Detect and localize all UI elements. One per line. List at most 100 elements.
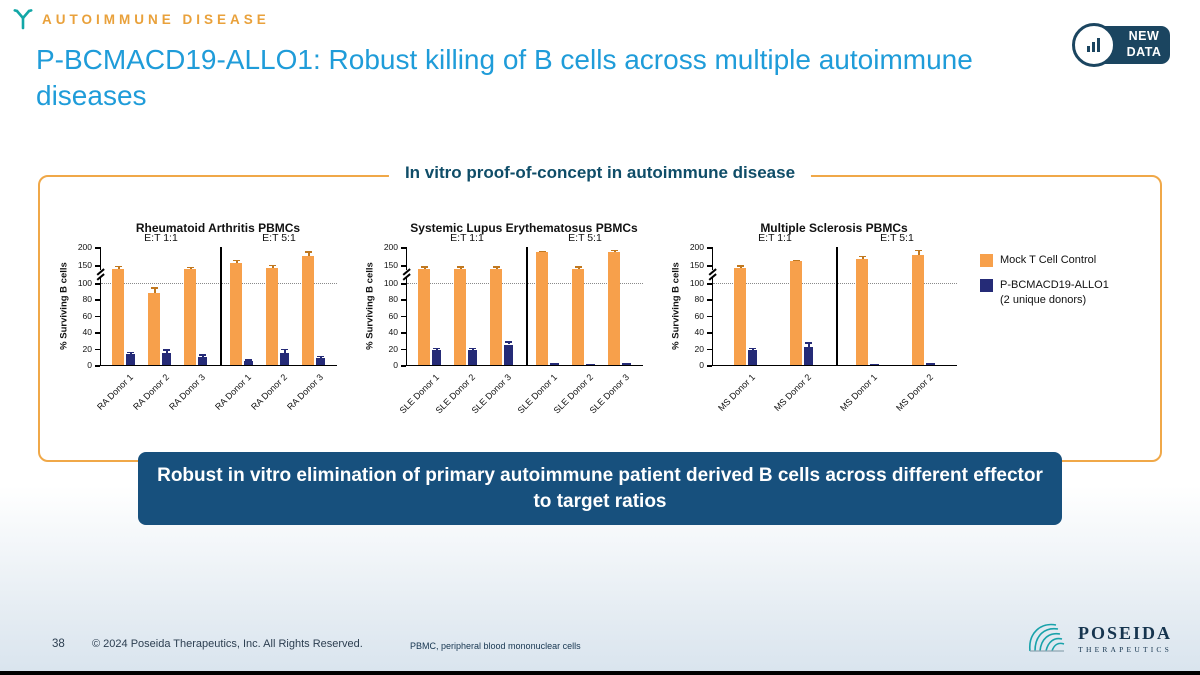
bar-allo1 — [804, 346, 813, 365]
bar-mock-t-cell — [912, 254, 924, 365]
y-tick-mark — [401, 265, 406, 267]
bar-allo1 — [468, 350, 477, 365]
error-bar-mock — [308, 251, 310, 256]
bar-allo1 — [748, 350, 757, 365]
bar-allo1 — [550, 363, 559, 365]
y-tick-label: 20 — [82, 343, 92, 354]
y-tick-label: 40 — [82, 327, 92, 338]
error-cap-allo — [317, 355, 324, 358]
bar-allo1 — [432, 350, 441, 365]
error-bar-mock — [918, 249, 920, 255]
bar-mock-t-cell — [148, 292, 160, 365]
charts-row: Rheumatoid Arthritis PBMCs% Surviving B … — [54, 213, 1152, 441]
poseida-logo: POSEIDA THERAPEUTICS — [1024, 620, 1172, 656]
error-cap-mock — [539, 250, 546, 253]
antibody-icon — [12, 8, 34, 30]
y-tick-label: 80 — [388, 294, 398, 305]
error-bar-mock — [236, 259, 238, 264]
y-tick-mark — [707, 299, 712, 301]
plot-area: 0 20 40 60 80 100 150 200 E:T 1:1 E:T 5:1 — [690, 232, 957, 370]
bar-allo1 — [622, 363, 631, 365]
group-separator — [526, 247, 528, 365]
error-cap-mock — [305, 251, 312, 253]
y-tick-label: 100 — [383, 278, 398, 288]
reference-line-100 — [407, 283, 643, 284]
error-bar-allo — [284, 348, 286, 353]
error-cap-allo — [433, 347, 440, 350]
bar-mock-t-cell — [734, 267, 746, 365]
error-bar-allo — [808, 342, 810, 347]
x-axis-label: SLE Donor 3 — [587, 372, 632, 416]
error-cap-allo — [749, 347, 756, 350]
bar-allo1 — [244, 360, 253, 365]
bar-mock-t-cell — [266, 267, 278, 365]
bar-allo1 — [198, 356, 207, 365]
y-tick-label: 20 — [694, 343, 704, 354]
y-tick-label: 60 — [694, 310, 704, 321]
group-label: E:T 5:1 — [568, 232, 602, 244]
y-tick-label: 200 — [689, 242, 704, 252]
page-title: P-BCMACD19-ALLO1: Robust killing of B ce… — [36, 44, 973, 112]
bar-allo1 — [870, 364, 879, 365]
y-tick-mark — [95, 365, 100, 367]
y-tick-mark — [95, 348, 100, 351]
y-tick-mark — [401, 283, 406, 285]
abbreviation-note: PBMC, peripheral blood mononuclear cells — [410, 641, 581, 651]
y-tick-mark — [707, 247, 712, 249]
error-cap-mock — [269, 264, 276, 267]
y-tick-mark — [707, 348, 712, 351]
error-cap-allo — [163, 349, 170, 351]
bar-mock-t-cell — [790, 261, 802, 365]
error-cap-mock — [115, 265, 122, 268]
legend-item-allo: P-BCMACD19-ALLO1 (2 unique donors) — [980, 278, 1152, 307]
error-cap-mock — [421, 266, 428, 268]
error-cap-mock — [457, 266, 464, 268]
y-tick-mark — [95, 265, 100, 267]
y-tick-mark — [707, 332, 712, 334]
y-tick-label: 0 — [87, 360, 92, 370]
poseida-shell-icon — [1024, 620, 1070, 656]
y-tick-label: 150 — [383, 260, 398, 270]
y-tick-label: 0 — [699, 360, 704, 370]
reference-line-100 — [101, 283, 337, 284]
badge-text-data: DATA — [1126, 45, 1162, 59]
bar-mock-t-cell — [418, 268, 430, 365]
y-tick-label: 80 — [82, 294, 92, 305]
bar-allo1 — [586, 364, 595, 365]
error-cap-allo — [281, 348, 288, 351]
takeaway-banner: Robust in vitro elimination of primary a… — [138, 452, 1062, 526]
panel-title: In vitro proof-of-concept in autoimmune … — [388, 163, 812, 183]
chart-title: Rheumatoid Arthritis PBMCs — [135, 221, 301, 235]
legend-label-allo: P-BCMACD19-ALLO1 (2 unique donors) — [1000, 278, 1109, 307]
bar-mock-t-cell — [454, 268, 466, 365]
bar-mock-t-cell — [608, 252, 620, 365]
y-tick-mark — [401, 332, 406, 334]
x-axis-label: RA Donor 1 — [95, 372, 136, 412]
error-cap-allo — [199, 354, 206, 356]
legend-label-allo-line1: P-BCMACD19-ALLO1 — [1000, 279, 1109, 292]
y-tick-label: 60 — [82, 310, 92, 321]
y-tick-mark — [401, 365, 406, 367]
group-label: E:T 5:1 — [262, 232, 296, 244]
error-cap-mock — [611, 249, 618, 252]
bar-mock-t-cell — [572, 268, 584, 365]
bar-allo1 — [162, 352, 171, 365]
proof-of-concept-panel: In vitro proof-of-concept in autoimmune … — [38, 163, 1162, 462]
legend-label-allo-line2: (2 unique donors) — [1000, 293, 1087, 306]
error-cap-mock — [151, 287, 158, 289]
plot-area: 0 20 40 60 80 100 150 200 E:T 1:1 E:T 5:1 — [384, 232, 643, 370]
error-cap-mock — [737, 265, 744, 267]
badge-text-new: NEW — [1128, 29, 1160, 44]
chart-systemic-lupus: Systemic Lupus Erythematosus PBMCs% Surv… — [360, 213, 644, 439]
group-label: E:T 1:1 — [144, 232, 178, 244]
y-tick-label: 200 — [77, 242, 92, 252]
y-tick-mark — [95, 299, 100, 301]
chart-multiple-sclerosis: Multiple Sclerosis PBMCs% Surviving B ce… — [666, 213, 958, 439]
x-axis-label: SLE Donor 2 — [551, 372, 596, 416]
group-separator — [220, 247, 222, 365]
error-cap-allo — [245, 359, 252, 361]
error-cap-allo — [805, 342, 812, 344]
y-tick-mark — [401, 247, 406, 249]
logo-text: POSEIDA — [1077, 622, 1172, 643]
